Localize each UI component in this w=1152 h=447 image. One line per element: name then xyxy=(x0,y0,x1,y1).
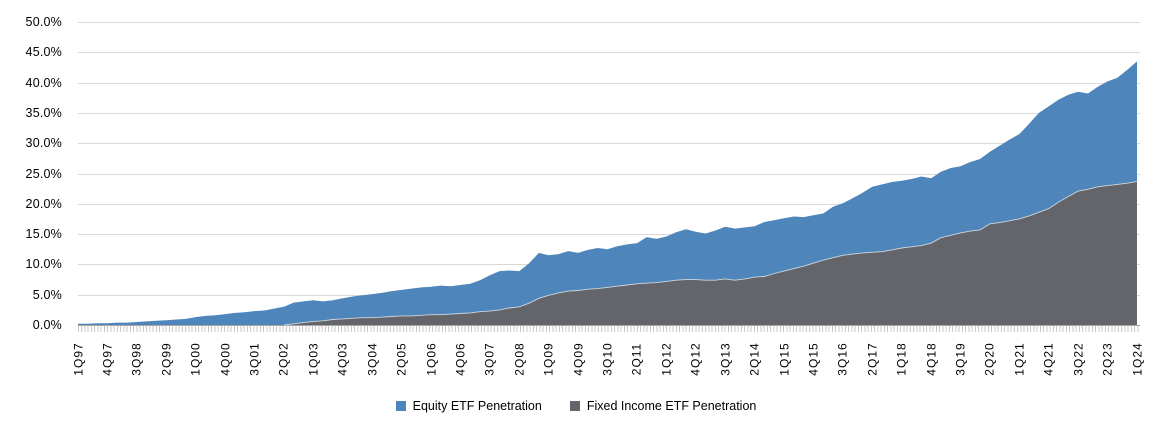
x-tick-label: 1Q06 xyxy=(424,342,438,376)
y-tick-label: 50.0% xyxy=(25,15,62,29)
plot-area xyxy=(78,61,1138,326)
x-tick-label: 2Q02 xyxy=(276,342,291,376)
gridline xyxy=(78,143,1140,145)
x-tick-label: 4Q06 xyxy=(453,342,468,376)
x-tick-label: 1Q09 xyxy=(541,342,556,376)
x-axis-line xyxy=(78,325,1140,326)
x-tick-label: 3Q01 xyxy=(247,342,262,376)
gridline xyxy=(78,82,1140,84)
x-tick-label: 4Q03 xyxy=(335,342,350,376)
x-tick-label: 2Q20 xyxy=(982,342,997,376)
y-tick-label: 20.0% xyxy=(25,196,62,211)
x-tick-label: 2Q23 xyxy=(1100,342,1115,376)
gridline xyxy=(78,203,1140,205)
x-tick-label: 3Q19 xyxy=(953,342,968,376)
x-tick-label: 1Q18 xyxy=(894,342,909,376)
x-tick-label: 4Q21 xyxy=(1041,342,1056,376)
gridline xyxy=(78,112,1140,114)
y-tick-label: 25.0% xyxy=(25,166,62,181)
x-tick-label: 4Q97 xyxy=(100,342,115,376)
y-tick-label: 0.0% xyxy=(32,318,62,332)
x-tick-label: 2Q99 xyxy=(159,342,174,376)
x-tick-label: 2Q11 xyxy=(629,342,644,376)
fixed-income-legend-swatch-icon xyxy=(569,401,580,411)
x-tick-label: 3Q22 xyxy=(1071,342,1086,376)
y-tick-label: 45.0% xyxy=(25,45,62,60)
gridline xyxy=(78,234,1140,236)
x-tick-label: 1Q15 xyxy=(777,342,791,376)
x-tick-label: 3Q04 xyxy=(365,342,380,376)
x-tick-label: 4Q00 xyxy=(218,342,233,376)
x-tick-label: 3Q07 xyxy=(482,342,497,376)
x-tick-label: 3Q10 xyxy=(600,342,615,376)
legend-item-fixed-income: Fixed Income ETF Penetration xyxy=(569,399,757,413)
fixed-income-area-series xyxy=(78,181,1137,325)
x-tick-label: 4Q12 xyxy=(688,342,703,376)
x-tick-label: 1Q97 xyxy=(71,342,85,376)
x-tick-label: 2Q08 xyxy=(512,342,527,376)
x-tick-label: 1Q03 xyxy=(306,342,321,376)
x-tick-label: 1Q21 xyxy=(1012,342,1027,376)
x-tick-label: 3Q16 xyxy=(835,342,850,376)
x-tick-label: 1Q24 xyxy=(1130,342,1144,376)
x-tick-label: 4Q15 xyxy=(806,342,821,376)
equity-legend-swatch-icon xyxy=(395,401,406,411)
legend-item-equity: Equity ETF Penetration xyxy=(395,399,542,413)
gridline xyxy=(78,52,1140,54)
x-tick-label: 2Q17 xyxy=(865,342,880,376)
x-tick-label: 3Q98 xyxy=(129,342,144,376)
x-tick-label: 4Q09 xyxy=(571,342,586,376)
x-axis-ticks xyxy=(78,326,1140,332)
legend-label-equity: Equity ETF Penetration xyxy=(412,399,542,413)
y-tick-label: 30.0% xyxy=(25,136,62,151)
gridline xyxy=(78,22,1140,23)
gridline xyxy=(78,173,1140,175)
y-tick-label: 10.0% xyxy=(25,257,62,272)
y-tick-label: 35.0% xyxy=(25,105,62,120)
x-tick-label: 2Q14 xyxy=(747,342,762,376)
y-tick-label: 40.0% xyxy=(25,75,62,90)
x-tick-label: 4Q18 xyxy=(924,342,939,376)
x-tick-label: 3Q13 xyxy=(718,342,733,376)
x-tick-label: 1Q00 xyxy=(188,342,203,376)
y-tick-label: 5.0% xyxy=(32,287,62,302)
fixed-income-top-edge xyxy=(283,180,1138,326)
y-tick-label: 15.0% xyxy=(25,227,62,242)
legend-label-fixed-income: Fixed Income ETF Penetration xyxy=(586,399,757,413)
legend: Equity ETF Penetration Fixed Income ETF … xyxy=(0,399,1152,413)
x-tick-label: 1Q12 xyxy=(659,342,674,376)
x-tick-label: 2Q05 xyxy=(394,342,409,376)
